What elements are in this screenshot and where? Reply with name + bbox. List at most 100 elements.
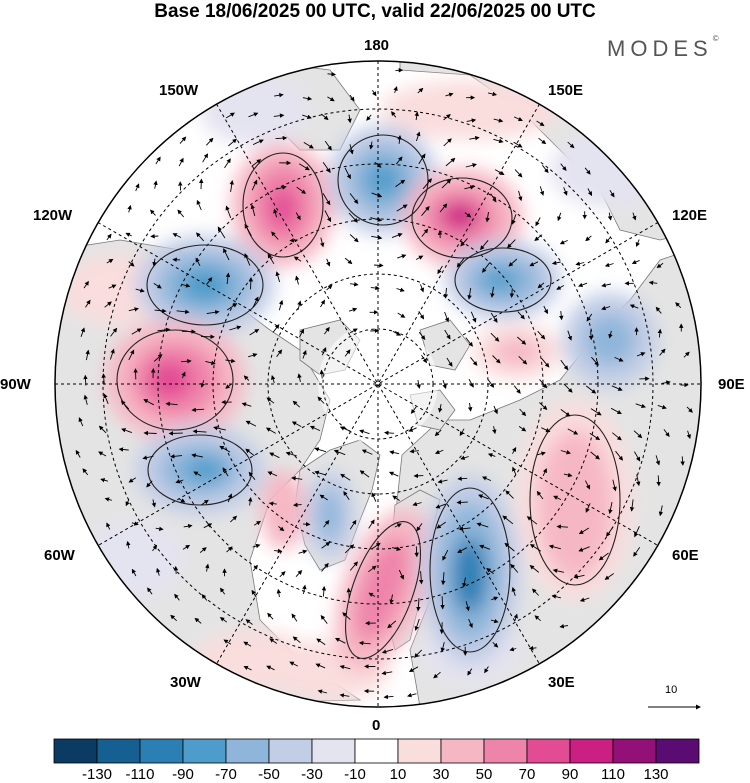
wind-vector — [610, 407, 622, 415]
colorbar-swatch — [440, 738, 485, 764]
wind-vector — [225, 205, 232, 219]
wind-vector — [591, 356, 599, 366]
wind-vector — [517, 336, 527, 345]
wind-vector — [397, 135, 402, 144]
wind-vector — [478, 494, 489, 500]
lon-label-180: 180 — [364, 37, 390, 54]
wind-vector — [391, 233, 403, 239]
wind-vector — [487, 453, 496, 458]
reference-vector-label: 10 — [665, 684, 678, 696]
colorbar-tick-label: -110 — [125, 766, 155, 783]
wind-vector — [370, 285, 380, 291]
wind-vector — [680, 456, 685, 466]
wind-vector — [409, 448, 419, 454]
wind-vector — [464, 212, 472, 218]
lon-label-150e: 150E — [548, 82, 584, 99]
wind-vector — [320, 237, 325, 248]
wind-vector — [529, 565, 540, 573]
wind-vector — [481, 476, 492, 482]
wind-vector — [229, 515, 238, 523]
wind-vector — [339, 426, 351, 432]
wind-vector — [391, 546, 402, 551]
wind-vector — [176, 309, 190, 315]
wind-vector — [608, 502, 613, 515]
wind-vector — [120, 400, 130, 410]
lon-label-30e: 30E — [548, 674, 575, 691]
wind-vector — [317, 689, 328, 694]
wind-vector — [493, 118, 504, 123]
wind-vector — [492, 641, 499, 648]
wind-vector — [266, 665, 275, 671]
wind-vector — [350, 282, 359, 287]
wind-vector — [398, 569, 404, 580]
wind-vector — [686, 406, 693, 413]
wind-vector — [165, 401, 178, 407]
wind-vector — [560, 359, 569, 371]
wind-vector — [658, 505, 664, 517]
wind-vector — [374, 161, 382, 168]
wind-vector — [416, 598, 421, 612]
lon-label-90e: 90E — [718, 376, 745, 393]
wind-vector — [578, 527, 590, 535]
wind-vector — [608, 330, 613, 339]
wind-vector — [563, 472, 573, 478]
wind-vector — [629, 304, 639, 309]
map-boundary — [54, 60, 702, 708]
wind-vector — [482, 262, 491, 273]
wind-vector — [635, 239, 640, 248]
wind-vector — [104, 497, 112, 502]
wind-vector — [528, 645, 537, 651]
wind-vector — [182, 544, 191, 550]
wind-vector — [78, 417, 84, 427]
wind-vector — [195, 257, 201, 267]
wind-vector — [321, 347, 327, 356]
wind-vector — [243, 641, 252, 647]
lon-label-150w: 150W — [159, 82, 199, 99]
wind-vector — [191, 407, 205, 413]
wind-vector — [206, 310, 220, 315]
wind-vector — [389, 450, 400, 455]
map-title: Base 18/06/2025 00 UTC, valid 22/06/2025… — [154, 1, 596, 22]
wind-vector — [309, 425, 321, 432]
wind-vector — [206, 277, 213, 285]
wind-vector — [302, 350, 307, 359]
colorbar-swatch — [182, 738, 227, 764]
wind-vector — [143, 399, 155, 406]
wind-vector — [366, 114, 372, 121]
wind-vector — [587, 188, 593, 197]
wind-vector — [563, 383, 573, 393]
wind-vector — [279, 571, 286, 578]
wind-vector — [128, 477, 137, 483]
wind-vector — [274, 92, 284, 98]
wind-vector — [299, 328, 305, 338]
wind-vector — [439, 203, 448, 213]
wind-vector — [226, 303, 238, 311]
wind-vector — [292, 400, 301, 408]
wind-vector — [274, 548, 283, 554]
wind-vector — [108, 284, 117, 289]
wind-vector — [445, 92, 454, 97]
wind-vector — [248, 353, 258, 358]
wind-vector — [422, 178, 432, 190]
colorbar-tick-label: -10 — [344, 766, 366, 783]
wind-vector — [631, 259, 640, 265]
colorbar-tick-label: -50 — [258, 766, 280, 783]
wind-vector — [416, 523, 423, 532]
wind-vector — [85, 299, 91, 308]
wind-vector — [110, 327, 118, 337]
wind-vector — [252, 139, 264, 146]
wind-vector — [392, 331, 401, 336]
wind-vector — [683, 351, 690, 358]
wind-vector — [193, 471, 202, 477]
colorbar-swatch — [655, 738, 700, 764]
wind-vector — [244, 223, 252, 237]
wind-vector — [347, 114, 352, 124]
wind-vector — [178, 157, 184, 167]
wind-vector — [441, 179, 452, 189]
wind-vector — [83, 280, 89, 289]
wind-vector — [248, 471, 256, 480]
wind-vector — [567, 141, 575, 149]
colorbar-swatch — [225, 738, 270, 764]
wind-vector — [468, 378, 474, 388]
wind-vector — [415, 255, 424, 260]
